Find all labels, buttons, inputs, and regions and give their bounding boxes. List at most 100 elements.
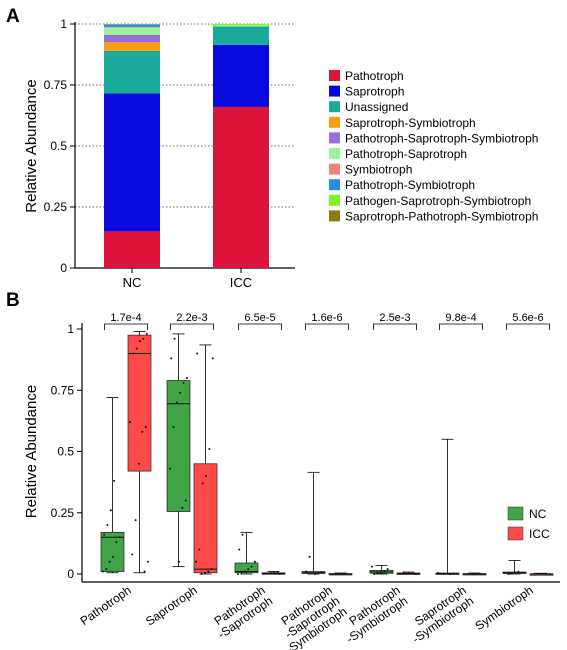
significance-bracket	[238, 323, 282, 330]
data-point	[437, 572, 439, 575]
data-point	[113, 479, 116, 482]
data-point	[198, 548, 201, 551]
y-tick-label: 0	[67, 567, 74, 581]
data-point	[132, 352, 135, 355]
legend-entry: Saprotroph	[345, 85, 404, 99]
bar-segment	[104, 27, 160, 35]
legend-swatch	[329, 85, 340, 97]
bar-segment	[213, 44, 269, 107]
x-tick-label: Pathotroph	[78, 583, 134, 628]
data-point	[269, 572, 272, 575]
data-point	[109, 509, 112, 512]
data-point	[173, 337, 176, 340]
data-point	[273, 571, 276, 574]
legend-swatch	[329, 194, 340, 206]
data-point	[340, 572, 343, 575]
data-point	[205, 475, 208, 477]
data-point	[118, 536, 121, 539]
bar-segment	[104, 42, 160, 51]
legend-swatch	[329, 179, 340, 191]
data-point	[399, 572, 402, 575]
legend-swatch	[329, 70, 340, 81]
data-point	[131, 553, 134, 556]
y-tick-label: 0.5	[50, 139, 67, 153]
data-point	[129, 421, 131, 424]
y-tick-label: 1	[67, 322, 74, 336]
legend-swatch	[329, 163, 340, 175]
data-point	[178, 560, 181, 563]
legend-entry: Saprotroph-Pathotroph-Symbiotroph	[345, 209, 538, 223]
y-tick-label: 0.75	[44, 78, 68, 92]
data-point	[305, 570, 308, 573]
x-tick-label: Pathotroph-Saprotroph	[208, 583, 275, 641]
x-tick-label-line: Saprotroph	[143, 583, 200, 629]
significance-bracket	[506, 323, 550, 330]
significance-bracket	[373, 323, 417, 330]
data-point	[142, 337, 145, 340]
p-value-label: 6.5e-5	[244, 312, 275, 324]
data-point	[548, 573, 551, 575]
x-tick-label: Pathotroph-Saprotroph-Symbiotroph	[268, 583, 349, 650]
data-point	[172, 426, 175, 428]
data-point	[449, 573, 452, 575]
legend-entry: Pathotroph	[345, 69, 404, 83]
data-point	[317, 572, 320, 575]
data-point	[169, 467, 172, 470]
data-point	[240, 571, 243, 574]
box	[100, 531, 125, 572]
data-point	[211, 357, 214, 360]
data-point	[175, 401, 178, 404]
y-tick-label: 0.5	[57, 445, 74, 459]
data-point	[170, 357, 173, 360]
data-point	[241, 533, 244, 536]
legend-entry: Unassigned	[345, 100, 408, 114]
data-point	[184, 499, 187, 502]
data-point	[263, 572, 265, 575]
data-point	[146, 560, 149, 563]
legend-entry: Pathogen-Saprotroph-Symbiotroph	[345, 194, 531, 208]
data-point	[475, 572, 478, 575]
p-value-label: 2.2e-3	[176, 312, 207, 324]
data-point	[200, 573, 203, 575]
y-tick-label: 0.75	[51, 383, 75, 397]
legend-entry: Pathotroph-Saprotroph-Symbiotroph	[345, 131, 538, 145]
legend-swatch	[507, 526, 524, 541]
p-value-label: 9.8e-4	[445, 312, 476, 324]
data-point	[179, 391, 182, 394]
data-point	[145, 332, 148, 335]
bar-segment	[104, 26, 160, 28]
bar-segment	[213, 25, 269, 27]
data-point	[237, 573, 240, 575]
legend-entry: Saprotroph-Symbiotroph	[345, 116, 476, 130]
bar-segment	[104, 231, 160, 268]
data-point	[514, 571, 517, 574]
data-point	[320, 571, 323, 574]
data-point	[414, 573, 417, 575]
data-point	[402, 572, 405, 575]
legend-swatch	[329, 101, 340, 113]
x-tick-label: Symbiotroph	[473, 583, 536, 633]
data-point	[208, 448, 211, 451]
data-point	[376, 572, 379, 575]
y-tick-label: 0	[60, 261, 67, 275]
data-point	[510, 572, 513, 575]
box	[234, 562, 259, 574]
legend-entry: ICC	[529, 527, 550, 541]
p-value-label: 1.6e-6	[311, 312, 342, 324]
data-point	[102, 570, 104, 573]
data-point	[103, 533, 106, 536]
data-point	[343, 572, 346, 575]
data-point	[112, 555, 115, 558]
box	[127, 334, 152, 472]
data-point	[253, 560, 256, 563]
data-point	[207, 570, 210, 573]
x-tick-label: Saprotroph-Symbiotroph	[402, 583, 476, 646]
significance-bracket	[104, 323, 148, 330]
data-point	[379, 571, 382, 574]
data-point	[517, 570, 520, 573]
bar-segment	[104, 50, 160, 94]
data-point	[373, 573, 376, 575]
legend-swatch	[329, 132, 340, 144]
data-point	[182, 381, 185, 384]
